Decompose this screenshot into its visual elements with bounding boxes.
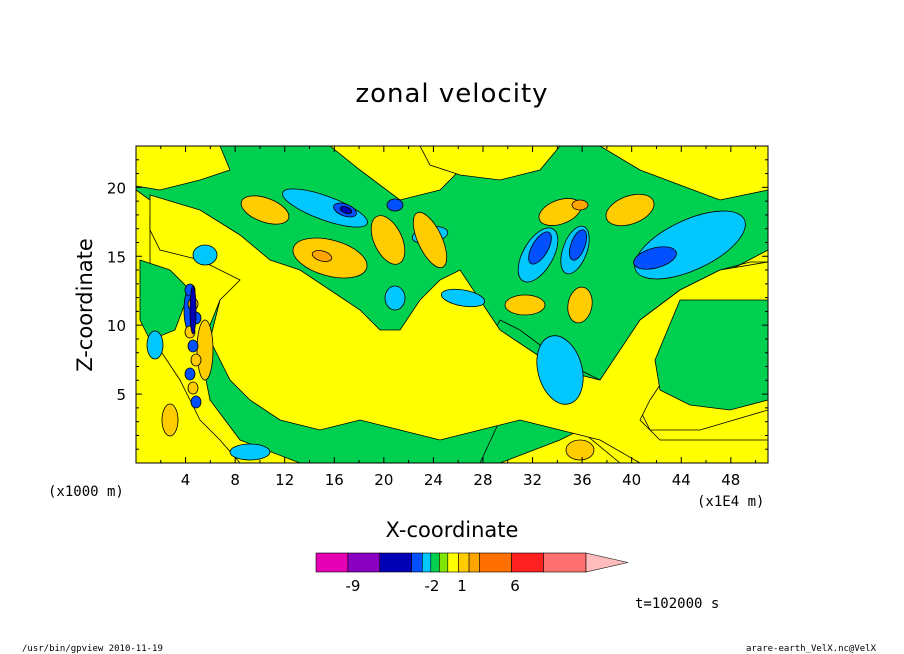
colorbar-segment (430, 552, 440, 573)
x-tick-label: 32 (523, 471, 542, 489)
contour-region (571, 199, 589, 211)
colorbar-segment (379, 552, 412, 573)
y-tick-label: 15 (107, 248, 126, 266)
contour-region (386, 198, 404, 212)
contour-region (139, 259, 191, 341)
chart-title: zonal velocity (355, 79, 548, 109)
x-tick-label: 24 (424, 471, 443, 489)
contour-region (633, 246, 677, 270)
colorbar-tick-label: -2 (425, 577, 440, 595)
x-unit-label: (x1E4 m) (697, 494, 764, 510)
x-tick-label: 40 (622, 471, 641, 489)
x-axis-label: X-coordinate (386, 518, 519, 542)
x-tick-label: 8 (230, 471, 240, 489)
colorbar-tick-label: 6 (510, 577, 520, 595)
x-tick-label: 48 (721, 471, 740, 489)
contour-region (190, 395, 202, 409)
time-label: t=102000 s (635, 596, 719, 612)
contour-region (190, 353, 202, 367)
contour-region (311, 250, 333, 262)
colorbar-segment (421, 552, 432, 573)
contour-region (187, 381, 199, 395)
x-tick-label: 4 (181, 471, 191, 489)
colorbar: -9 -2 1 6 (315, 552, 629, 595)
contour-region (370, 215, 406, 265)
x-tick-label: 16 (325, 471, 344, 489)
colorbar-arrow (585, 552, 629, 573)
y-axis: 5 10 15 20 (107, 159, 768, 450)
x-tick-label: 28 (473, 471, 492, 489)
y-axis-label: Z-coordinate (73, 238, 97, 372)
contour-region (339, 206, 353, 214)
contour-region (161, 403, 179, 437)
contour-region (565, 439, 595, 461)
y-tick-label: 20 (107, 179, 126, 197)
colorbar-segment (479, 552, 512, 573)
colorbar-segment (458, 552, 470, 573)
contour-region (528, 231, 552, 265)
colorbar-segment (347, 552, 381, 573)
contour-region (187, 339, 199, 353)
x-tick-label: 44 (672, 471, 691, 489)
contour-region (567, 286, 593, 324)
colorbar-segment (511, 552, 544, 573)
contour-region (504, 294, 546, 316)
contour-region (189, 285, 197, 335)
contour-region (605, 193, 655, 227)
colorbar-segment (439, 552, 449, 573)
x-tick-label: 36 (573, 471, 592, 489)
plot-area (136, 146, 768, 463)
colorbar-segment (447, 552, 459, 573)
contour-region (146, 330, 164, 360)
contour-region (384, 285, 406, 311)
contour-region (412, 211, 448, 269)
contour-region (136, 146, 231, 191)
contour-region (184, 367, 196, 381)
y-unit-label: (x1000 m) (48, 484, 124, 500)
contour-region (599, 146, 768, 201)
contour-region (229, 443, 271, 461)
contour-region (192, 244, 218, 266)
colorbar-segment (315, 552, 349, 573)
contour-region (196, 319, 214, 381)
y-tick-label: 10 (107, 317, 126, 335)
contour-fields (136, 146, 768, 463)
colorbar-segment (411, 552, 423, 573)
contour-region (240, 195, 290, 225)
x-tick-label: 12 (275, 471, 294, 489)
contour-region (282, 188, 368, 228)
footer-left: /usr/bin/gpview 2010-11-19 (22, 644, 163, 654)
colorbar-segment (468, 552, 481, 573)
x-axis: 4 8 12 16 20 24 28 32 36 40 44 48 (160, 146, 757, 489)
y-tick-label: 5 (116, 386, 126, 404)
contour-region (419, 146, 561, 181)
footer-right: arare-earth_VelX.nc@VelX (746, 644, 877, 654)
contour-region (654, 299, 768, 411)
x-tick-label: 20 (374, 471, 393, 489)
contour-region (536, 335, 584, 405)
plot-frame (135, 145, 769, 464)
contour-region (569, 229, 587, 261)
colorbar-tick-label: 1 (457, 577, 467, 595)
colorbar-tick-label: -9 (346, 577, 361, 595)
colorbar-segment (543, 552, 587, 573)
contour-region (440, 288, 486, 308)
